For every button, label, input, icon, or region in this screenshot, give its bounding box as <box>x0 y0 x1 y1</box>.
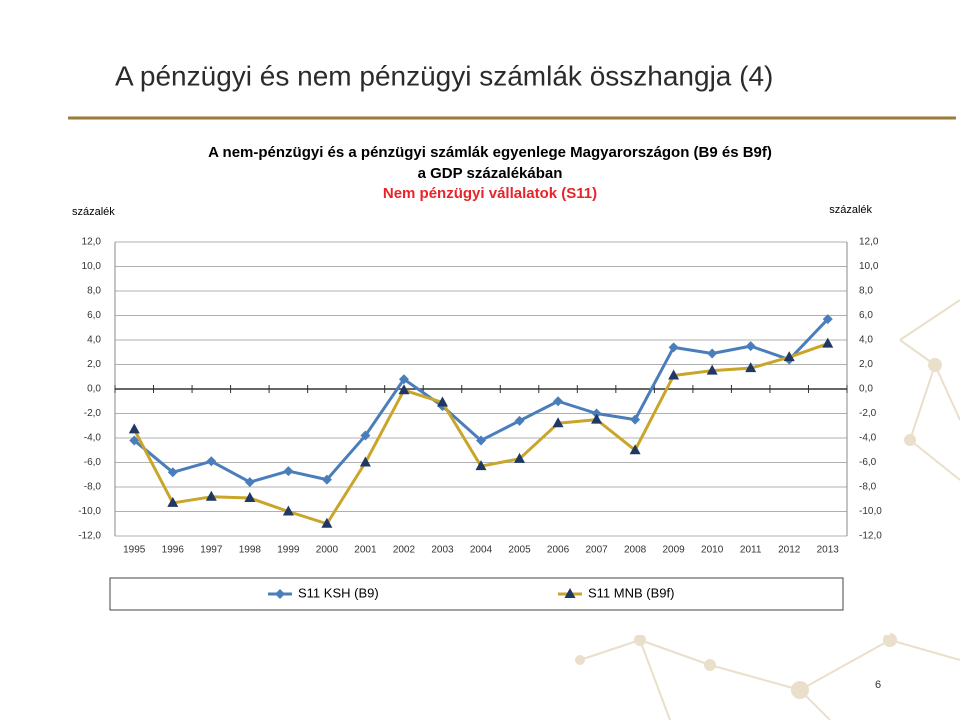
data-point <box>359 456 371 467</box>
data-point <box>321 517 333 528</box>
y2-tick-label: 0,0 <box>859 384 873 395</box>
data-point <box>398 374 409 385</box>
x-tick-label: 2010 <box>701 545 724 556</box>
data-point <box>167 467 178 478</box>
x-tick-label: 2005 <box>508 545 531 556</box>
page-number: 6 <box>875 679 881 691</box>
y2-tick-label: -4,0 <box>859 433 877 444</box>
x-tick-label: 2011 <box>740 545 762 556</box>
data-point <box>321 474 332 485</box>
y-tick-label: -10,0 <box>78 506 101 517</box>
x-tick-label: 1996 <box>162 545 185 556</box>
y2-tick-label: -6,0 <box>859 457 877 468</box>
y-tick-label: -2,0 <box>84 408 102 419</box>
data-point <box>706 364 718 375</box>
x-tick-label: 1998 <box>239 545 262 556</box>
x-tick-label: 2001 <box>354 545 377 556</box>
y-tick-label: 10,0 <box>82 261 102 272</box>
data-point <box>167 496 179 507</box>
data-point <box>360 430 371 441</box>
data-point <box>205 490 217 501</box>
y2-tick-label: 12,0 <box>859 237 879 248</box>
data-point <box>436 396 448 407</box>
x-tick-label: 2002 <box>393 545 416 556</box>
y-tick-label: 0,0 <box>87 384 101 395</box>
data-point <box>128 423 140 434</box>
data-point <box>283 466 294 477</box>
y-tick-label: 4,0 <box>87 335 101 346</box>
data-point <box>514 415 525 426</box>
x-tick-label: 2008 <box>624 545 647 556</box>
legend-label: S11 MNB (B9f) <box>588 585 674 600</box>
y2-tick-label: -8,0 <box>859 482 877 493</box>
data-point <box>783 351 795 362</box>
y-tick-label: 12,0 <box>82 237 102 248</box>
data-point <box>514 452 526 463</box>
y2-tick-label: 6,0 <box>859 310 873 321</box>
y2-axis-label: százalék <box>829 204 872 216</box>
data-point <box>822 314 833 325</box>
data-point <box>591 408 602 419</box>
data-point <box>244 477 255 488</box>
y2-tick-label: -12,0 <box>859 531 882 542</box>
x-tick-label: 2012 <box>778 545 801 556</box>
data-point <box>476 435 486 446</box>
data-point <box>745 362 757 373</box>
data-point <box>552 417 564 428</box>
y2-tick-label: 8,0 <box>859 286 873 297</box>
x-tick-label: 2013 <box>817 545 840 556</box>
y-tick-label: -6,0 <box>84 457 102 468</box>
data-point <box>822 337 834 348</box>
slide-title: A pénzügyi és nem pénzügyi számlák összh… <box>115 60 773 91</box>
data-point <box>668 369 680 380</box>
legend-marker <box>275 589 285 599</box>
chart-title: a GDP százalékában <box>418 165 563 182</box>
y2-tick-label: 4,0 <box>859 335 873 346</box>
y2-tick-label: -2,0 <box>859 408 877 419</box>
x-tick-label: 2007 <box>585 545 608 556</box>
y-tick-label: -12,0 <box>78 531 101 542</box>
data-point <box>629 444 641 455</box>
y2-tick-label: 2,0 <box>859 359 873 370</box>
chart-subtitle: Nem pénzügyi vállalatok (S11) <box>383 185 597 202</box>
legend-marker <box>564 588 576 598</box>
y-tick-label: 2,0 <box>87 359 101 370</box>
x-tick-label: 1999 <box>277 545 300 556</box>
data-point <box>591 413 603 424</box>
chart-area <box>62 130 890 635</box>
y-tick-label: -8,0 <box>84 482 102 493</box>
y-axis-label: százalék <box>72 206 115 218</box>
y-tick-label: -4,0 <box>84 433 102 444</box>
data-point <box>398 384 410 395</box>
data-point <box>282 505 294 516</box>
data-point <box>668 342 679 353</box>
data-point <box>553 396 564 407</box>
x-tick-label: 2003 <box>431 545 454 556</box>
y2-tick-label: 10,0 <box>859 261 879 272</box>
x-tick-label: 2000 <box>316 545 339 556</box>
data-point <box>206 456 217 467</box>
x-tick-label: 2006 <box>547 545 570 556</box>
y-tick-label: 6,0 <box>87 310 101 321</box>
data-point <box>129 435 140 446</box>
data-point <box>745 341 756 352</box>
x-tick-label: 2004 <box>470 545 493 556</box>
data-point <box>630 414 641 425</box>
x-tick-label: 1997 <box>200 545 223 556</box>
chart-title: A nem-pénzügyi és a pénzügyi számlák egy… <box>208 144 772 161</box>
decoration <box>575 299 960 720</box>
y-tick-label: 8,0 <box>87 286 101 297</box>
legend-label: S11 KSH (B9) <box>298 585 379 600</box>
data-point <box>475 460 487 471</box>
y2-tick-label: -10,0 <box>859 506 882 517</box>
x-tick-label: 2009 <box>663 545 686 556</box>
legend-box <box>109 577 844 611</box>
data-point <box>707 348 718 359</box>
x-tick-label: 1995 <box>123 545 146 556</box>
data-point <box>244 492 256 503</box>
